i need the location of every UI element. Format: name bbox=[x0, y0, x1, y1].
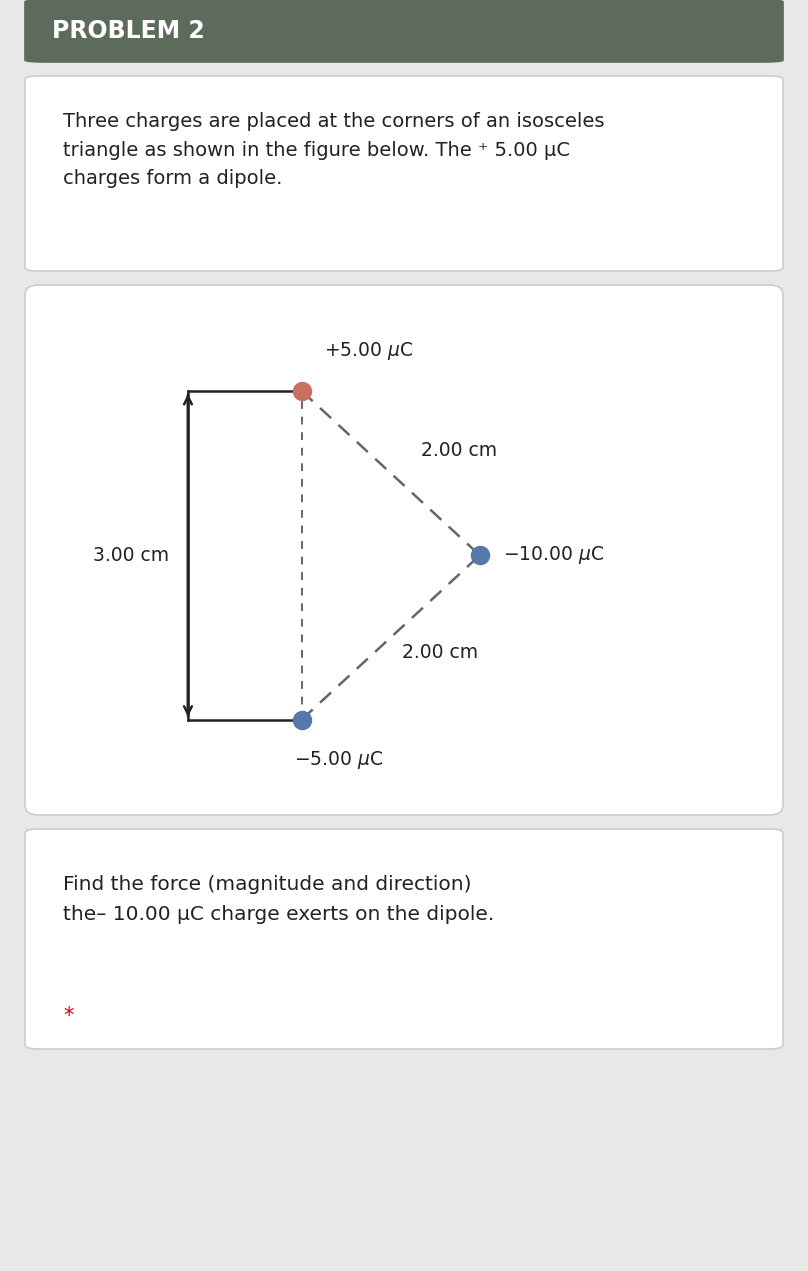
Text: Three charges are placed at the corners of an isosceles
triangle as shown in the: Three charges are placed at the corners … bbox=[63, 112, 604, 188]
FancyBboxPatch shape bbox=[25, 285, 783, 815]
Text: $-$5.00 $\mu$C: $-$5.00 $\mu$C bbox=[294, 749, 384, 770]
Text: 2.00 cm: 2.00 cm bbox=[402, 643, 478, 662]
Text: $-$10.00 $\mu$C: $-$10.00 $\mu$C bbox=[503, 544, 604, 567]
Text: Find the force (magnitude and direction)
the– 10.00 μC charge exerts on the dipo: Find the force (magnitude and direction)… bbox=[63, 874, 494, 924]
FancyBboxPatch shape bbox=[25, 0, 783, 62]
FancyBboxPatch shape bbox=[25, 829, 783, 1049]
Text: PROBLEM 2: PROBLEM 2 bbox=[52, 19, 204, 43]
FancyBboxPatch shape bbox=[25, 76, 783, 271]
Text: $+$5.00 $\mu$C: $+$5.00 $\mu$C bbox=[324, 339, 414, 362]
Text: 2.00 cm: 2.00 cm bbox=[421, 441, 497, 460]
Text: 3.00 cm: 3.00 cm bbox=[93, 545, 169, 564]
Text: *: * bbox=[63, 1007, 74, 1026]
